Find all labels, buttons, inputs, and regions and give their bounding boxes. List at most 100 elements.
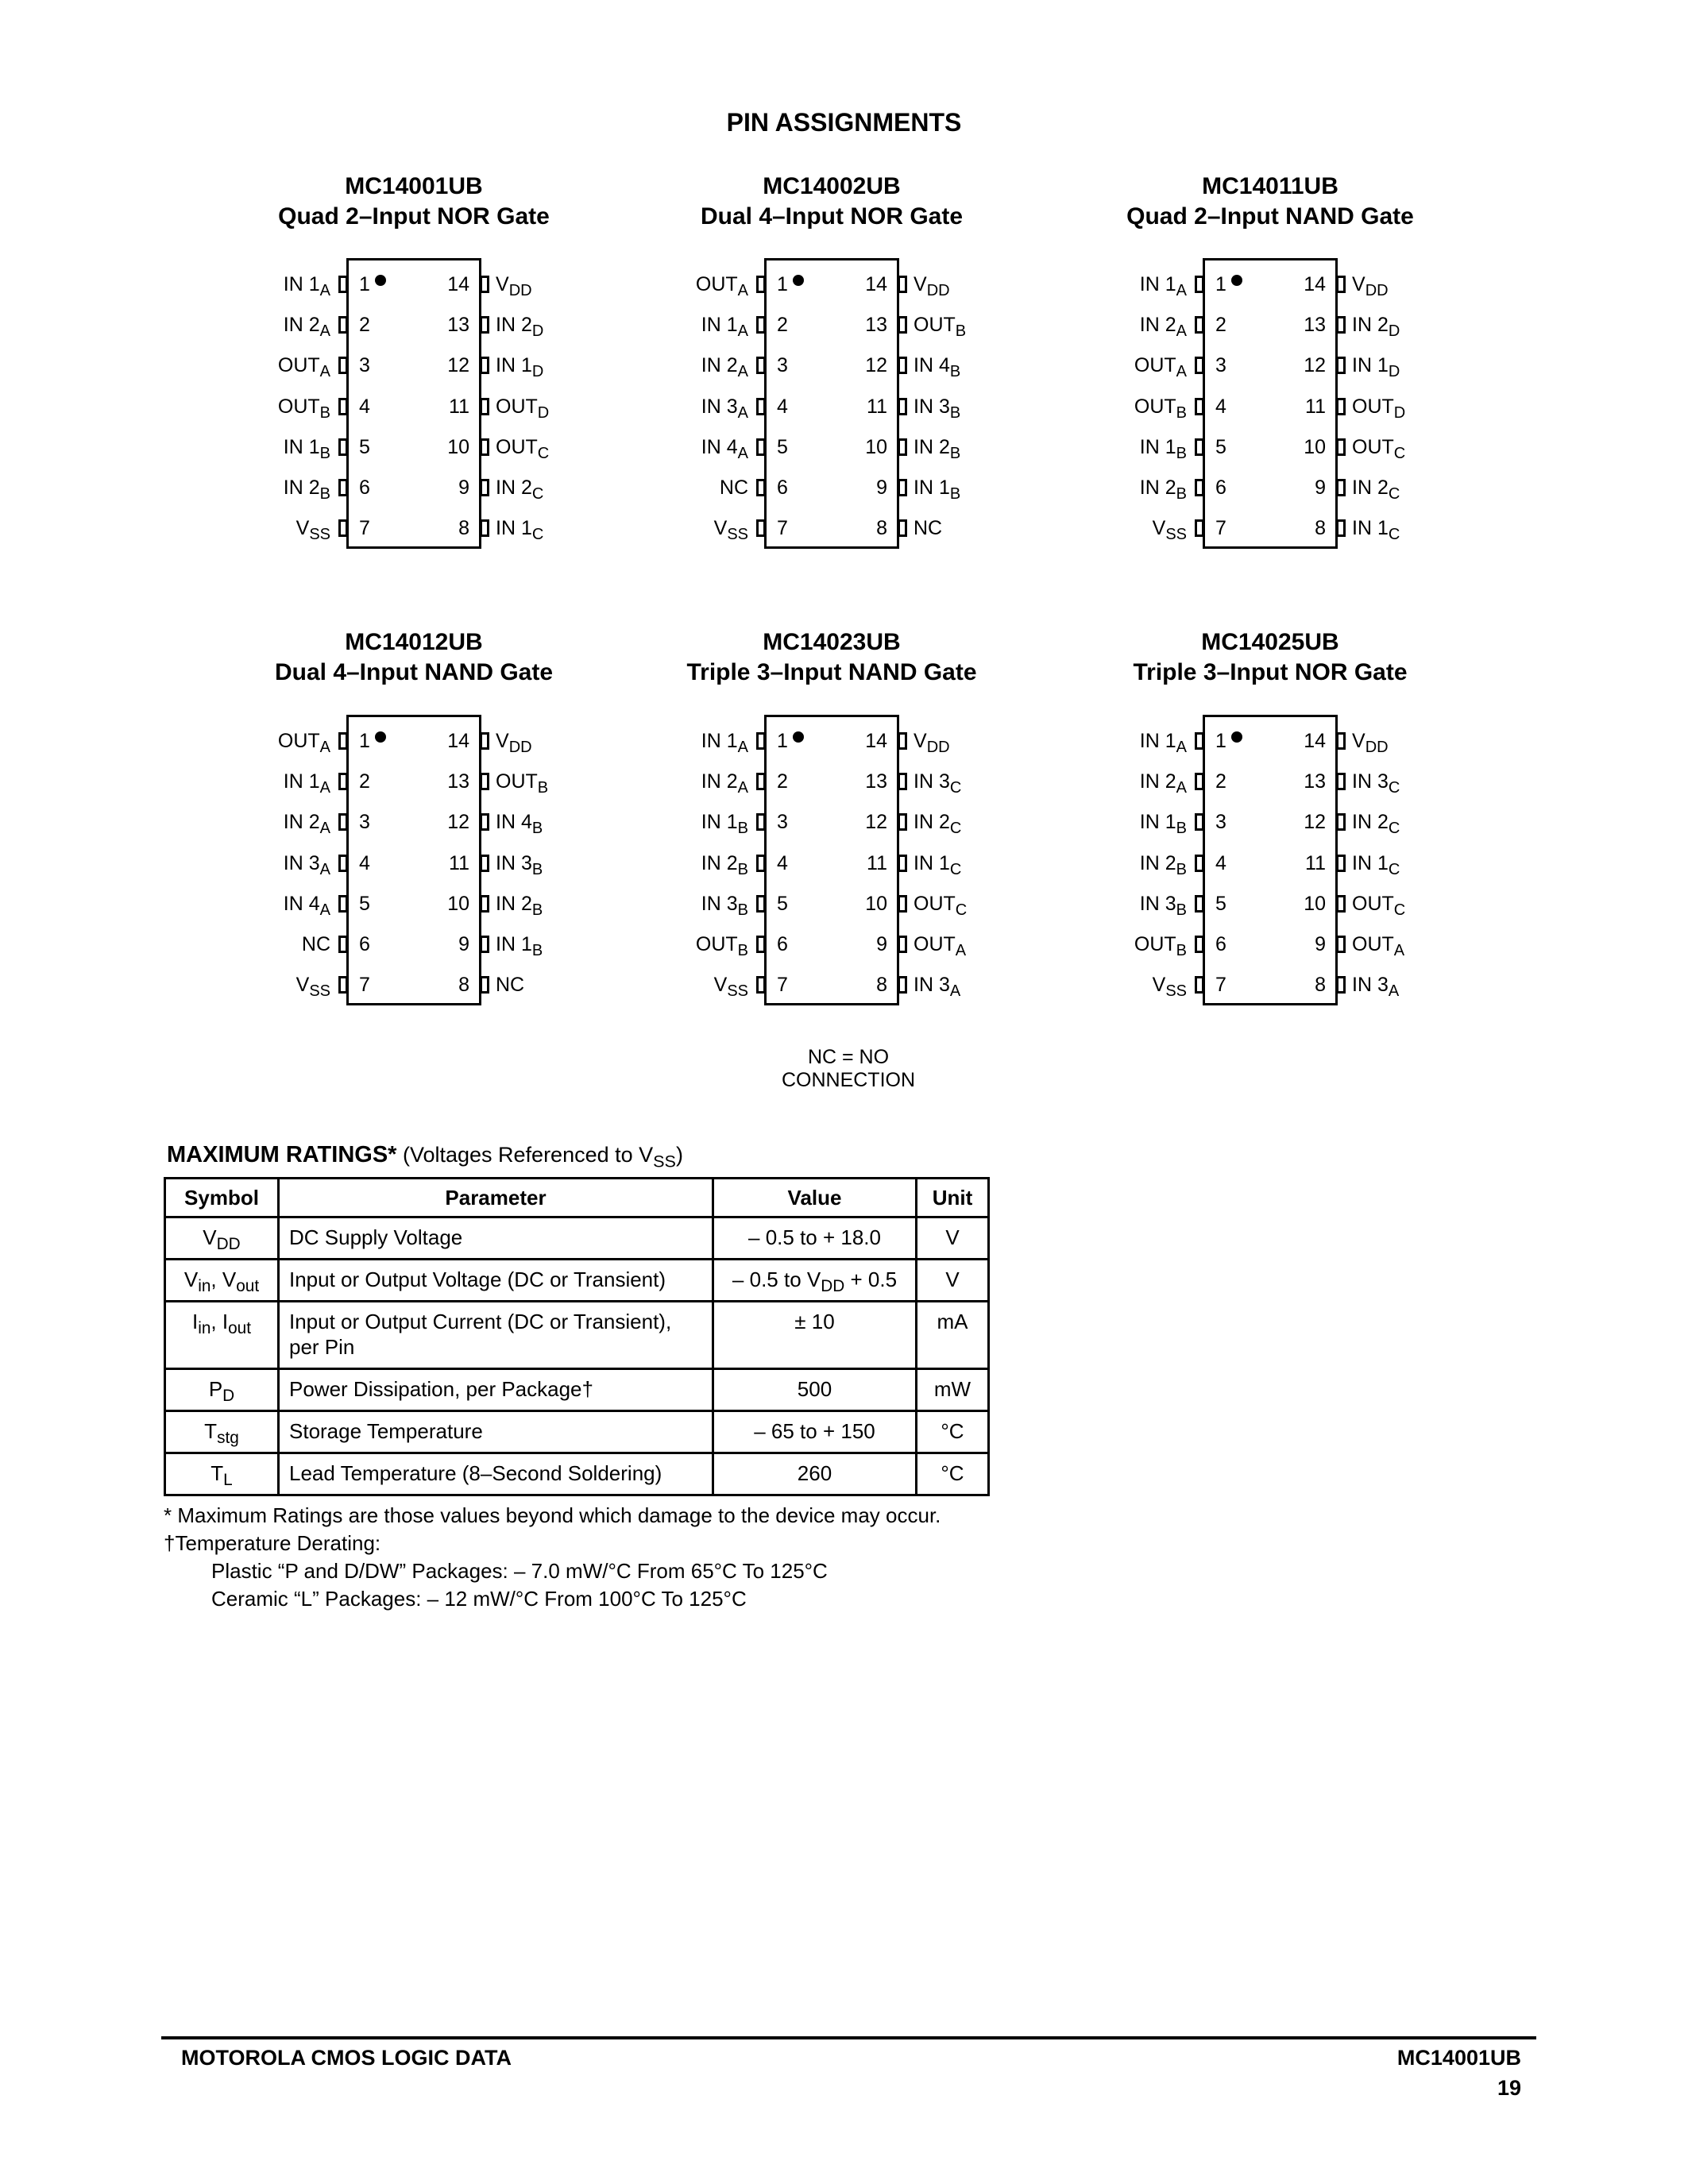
pin-label: IN 1D bbox=[1352, 354, 1400, 381]
pin-number: 10 bbox=[1304, 435, 1326, 458]
pin-tab bbox=[338, 357, 348, 375]
chip-description: Triple 3–Input NOR Gate bbox=[1133, 659, 1408, 685]
pin-number: 13 bbox=[447, 314, 469, 337]
pin-tab bbox=[480, 936, 489, 953]
pin-label: IN 1A bbox=[1139, 730, 1187, 756]
cell-unit: °C bbox=[915, 1452, 990, 1496]
pin-tab bbox=[1336, 316, 1346, 334]
pin-number: 12 bbox=[1304, 811, 1326, 834]
pin-tab bbox=[338, 976, 348, 994]
pin-label: IN 1A bbox=[1139, 273, 1187, 299]
pin-tab bbox=[1336, 519, 1346, 538]
pin-label: OUTA bbox=[1352, 933, 1405, 959]
cell-unit: mA bbox=[915, 1300, 990, 1370]
pin-number: 8 bbox=[1315, 974, 1326, 997]
pin-label: OUTA bbox=[277, 354, 330, 381]
pin-label: IN 2B bbox=[1139, 851, 1187, 878]
pin-label: VSS bbox=[1152, 517, 1187, 544]
pin-tab bbox=[756, 773, 766, 791]
pin-tab bbox=[338, 316, 348, 334]
pin-number: 3 bbox=[1215, 811, 1226, 834]
pin-number: 14 bbox=[865, 273, 887, 295]
pin-number: 5 bbox=[777, 435, 788, 458]
pin-tab bbox=[480, 732, 489, 750]
pin-label: VDD bbox=[1352, 273, 1389, 299]
pin-label: IN 1B bbox=[1139, 435, 1187, 462]
chip-description: Dual 4–Input NAND Gate bbox=[274, 659, 554, 685]
pin-number: 3 bbox=[1215, 354, 1226, 377]
pin-number: 11 bbox=[867, 851, 887, 874]
chip-part-number: MC14023UB bbox=[763, 629, 901, 655]
pin-number: 6 bbox=[359, 933, 370, 955]
pin-number: 4 bbox=[359, 851, 370, 874]
pin-number: 7 bbox=[1215, 517, 1226, 540]
pin-tab bbox=[1336, 397, 1346, 415]
cell-symbol: Iin, Iout bbox=[164, 1300, 280, 1370]
pin-label: IN 3C bbox=[914, 770, 962, 797]
pin-label: VSS bbox=[295, 974, 330, 1001]
pin-number: 5 bbox=[359, 435, 370, 458]
pin-label: OUTA bbox=[1134, 354, 1187, 381]
cell-value: – 65 to + 150 bbox=[712, 1410, 917, 1454]
table-row: Vin, Vout Input or Output Voltage (DC or … bbox=[164, 1258, 990, 1302]
pin-label: IN 1B bbox=[283, 435, 330, 462]
pin-label: IN 2D bbox=[496, 314, 544, 341]
pin-number: 7 bbox=[359, 517, 370, 540]
pin1-indicator-icon bbox=[1231, 275, 1242, 286]
pin-tab bbox=[338, 813, 348, 832]
pin-tab bbox=[338, 936, 348, 953]
table-header: Symbol Parameter Value Unit bbox=[164, 1177, 990, 1218]
chip-description: Dual 4–Input NOR Gate bbox=[700, 203, 964, 230]
pin-number: 2 bbox=[777, 770, 788, 793]
chip-part-number: MC14002UB bbox=[763, 173, 901, 199]
chip-title: MC14023UB Triple 3–Input NAND Gate bbox=[593, 627, 1070, 688]
pin-label: OUTB bbox=[1134, 933, 1187, 959]
note-3: Plastic “P and D/DW” Packages: – 7.0 mW/… bbox=[211, 1559, 828, 1583]
pin-label: NC bbox=[496, 974, 525, 997]
pin-number: 4 bbox=[777, 851, 788, 874]
pin-number: 4 bbox=[1215, 395, 1226, 418]
pin-number: 11 bbox=[1305, 395, 1326, 418]
pin-tab bbox=[1195, 894, 1204, 913]
pin-tab bbox=[1336, 976, 1346, 994]
pin-number: 14 bbox=[1304, 273, 1326, 295]
pin-number: 1 bbox=[1215, 273, 1226, 295]
pin-label: IN 2A bbox=[701, 354, 748, 381]
pin-label: VDD bbox=[1352, 730, 1389, 756]
pin-tab bbox=[1195, 773, 1204, 791]
cell-parameter: Input or Output Current (DC or Transient… bbox=[277, 1300, 714, 1370]
pin-label: IN 2A bbox=[283, 314, 330, 341]
pin-number: 2 bbox=[359, 314, 370, 337]
pin-label: OUTD bbox=[1352, 395, 1406, 422]
pin-label: IN 3B bbox=[1139, 892, 1187, 919]
pin-tab bbox=[1336, 276, 1346, 293]
chip-part-number: MC14011UB bbox=[1202, 173, 1338, 199]
pin-label: IN 4A bbox=[701, 435, 748, 462]
pin-label: OUTA bbox=[695, 273, 748, 299]
cell-unit: V bbox=[915, 1216, 990, 1260]
pin-label: IN 2D bbox=[1352, 314, 1400, 341]
pin-tab bbox=[1195, 813, 1204, 832]
pin-tab bbox=[1336, 357, 1346, 375]
pin-number: 9 bbox=[876, 933, 887, 955]
pin-tab bbox=[898, 357, 907, 375]
pin1-indicator-icon bbox=[375, 731, 386, 743]
pin-tab bbox=[898, 438, 907, 456]
pin-label: IN 3B bbox=[496, 851, 543, 878]
pin-label: IN 3B bbox=[701, 892, 748, 919]
pin-tab bbox=[480, 854, 489, 872]
cell-unit: °C bbox=[915, 1410, 990, 1454]
pin-number: 9 bbox=[1315, 933, 1326, 955]
pin-number: 10 bbox=[865, 892, 887, 915]
pin-label: IN 2A bbox=[1139, 770, 1187, 797]
pin-tab bbox=[338, 397, 348, 415]
pin-tab bbox=[898, 813, 907, 832]
pin-tab bbox=[338, 773, 348, 791]
pin-number: 5 bbox=[1215, 435, 1226, 458]
pin-label: IN 3A bbox=[701, 395, 748, 422]
pin-tab bbox=[898, 479, 907, 496]
cell-symbol: PD bbox=[164, 1368, 280, 1412]
pin-tab bbox=[898, 894, 907, 913]
cell-value: – 0.5 to VDD + 0.5 bbox=[712, 1258, 917, 1302]
pin-number: 7 bbox=[777, 517, 788, 540]
